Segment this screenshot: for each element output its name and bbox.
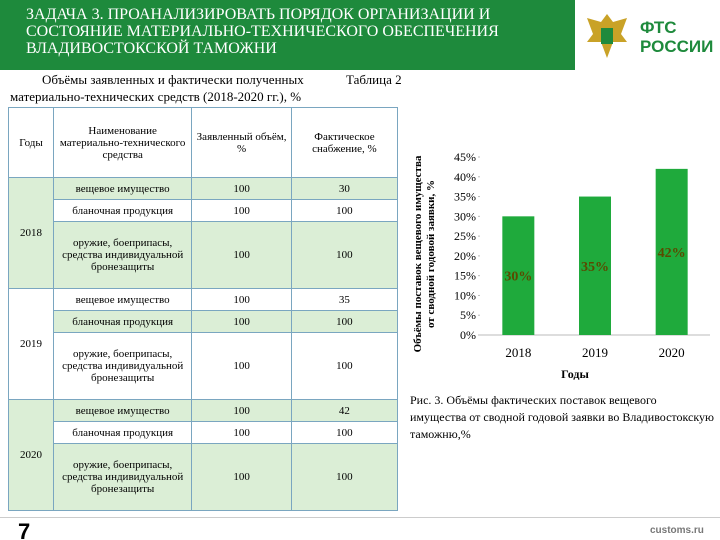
page-number: 7 (18, 519, 31, 540)
y-tick-label: 20% (454, 249, 476, 263)
y-tick-label: 25% (454, 229, 476, 243)
item-cell: оружие, боеприпасы, средства индивидуаль… (53, 443, 193, 511)
value-cell: 100 (290, 443, 399, 511)
year-cell: 2018 (7, 177, 55, 289)
x-tick-label: 2019 (582, 345, 608, 360)
header-cell: Годы (7, 107, 55, 178)
header-cell: Фактическое снабжение, % (290, 107, 399, 178)
site-link: customs.ru (650, 525, 704, 536)
table-row: 2018 вещевое имущество 100 30 (7, 177, 399, 289)
y-tick-label: 40% (454, 170, 476, 184)
value-label: 35% (581, 260, 609, 275)
data-table: Годы Наименование материально-техническог… (7, 107, 399, 511)
value-label: 30% (504, 270, 532, 285)
table-row: оружие, боеприпасы, средства индивидуаль… (8, 443, 399, 511)
x-tick-label: 2020 (659, 345, 685, 360)
x-axis-label: Годы (561, 367, 589, 381)
year-cell: 2020 (7, 399, 55, 511)
y-tick-label: 30% (454, 209, 476, 223)
value-cell: 100 (290, 221, 399, 289)
logo-text: ФТС РОССИИ (640, 18, 713, 56)
bar (502, 216, 535, 335)
item-cell: вещевое имущество (53, 288, 193, 311)
header-cell: Наименование материально-технического ср… (53, 107, 193, 178)
table-row: оружие, боеприпасы, средства индивидуаль… (8, 221, 399, 289)
value-cell: 100 (290, 332, 399, 400)
table-row: Годы Наименование материально-техническог… (7, 107, 399, 178)
item-cell: бланочная продукция (53, 421, 193, 444)
footer-rule (0, 517, 720, 518)
table-label: Таблица 2 (346, 72, 402, 87)
value-cell: 100 (191, 221, 292, 289)
logo-line: ФТС (640, 18, 677, 37)
table-row: 2020 вещевое имущество 100 42 (7, 399, 399, 511)
table-caption: Объёмы заявленных и фактически полученны… (42, 72, 304, 87)
table-row: бланочная продукция 100 100 (9, 199, 399, 222)
y-tick-label: 15% (454, 269, 476, 283)
y-tick-label: 45% (454, 150, 476, 164)
logo-line: РОССИИ (640, 37, 714, 56)
table-row: 2019 вещевое имущество 100 35 (7, 288, 399, 400)
y-tick-label: 5% (460, 308, 476, 322)
bar (579, 196, 611, 335)
logo-emblem (587, 14, 627, 58)
y-tick-label: 35% (454, 190, 476, 204)
table-row: оружие, боеприпасы, средства индивидуаль… (9, 332, 399, 400)
value-cell: 100 (191, 443, 292, 511)
y-axis-label: Объёмы поставок вещевого имущества от св… (412, 155, 437, 353)
y-tick-label: 0% (460, 328, 476, 342)
slide-title: ЗАДАЧА 3. ПРОАНАЛИЗИРОВАТЬ ПОРЯДОК ОРГАН… (0, 0, 575, 70)
table-caption: материально-технических средств (2018-20… (10, 89, 302, 104)
item-cell: оружие, боеприпасы, средства индивидуаль… (53, 332, 193, 400)
year-cell: 2019 (7, 288, 55, 400)
x-tick-label: 2018 (505, 345, 531, 360)
value-cell: 100 (191, 332, 292, 400)
y-tick-label: 10% (454, 288, 476, 302)
bar (655, 168, 688, 335)
header-cell: Заявленный объём, % (191, 107, 292, 178)
figure-caption: Рис. 3. Объёмы фактических поставок веще… (410, 393, 714, 441)
item-cell: оружие, боеприпасы, средства индивидуаль… (53, 221, 193, 289)
value-label: 42% (658, 246, 686, 261)
item-cell: бланочная продукция (53, 310, 193, 333)
